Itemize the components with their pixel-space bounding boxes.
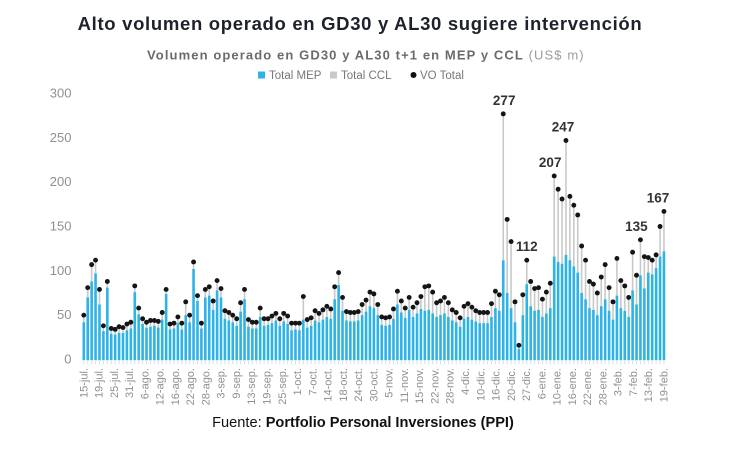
svg-text:135: 135	[625, 219, 648, 234]
svg-text:30-oct.: 30-oct.	[368, 368, 380, 402]
svg-text:Total MEP: Total MEP	[269, 70, 322, 82]
svg-text:25-sep.: 25-sep.	[277, 368, 289, 405]
svg-text:150: 150	[50, 219, 72, 234]
svg-text:250: 250	[50, 130, 72, 145]
svg-text:300: 300	[50, 86, 72, 101]
svg-text:Alto volumen operado en GD30 y: Alto volumen operado en GD30 y AL30 sugi…	[78, 13, 643, 34]
svg-text:28-nov.: 28-nov.	[445, 368, 457, 404]
svg-text:31-jul.: 31-jul.	[124, 368, 136, 398]
svg-text:207: 207	[539, 155, 562, 170]
svg-text:16-ene.: 16-ene.	[567, 368, 579, 405]
svg-text:16-ago.: 16-ago.	[170, 368, 182, 405]
svg-text:1-oct.: 1-oct.	[292, 368, 304, 396]
svg-text:16-dic.: 16-dic.	[491, 368, 503, 401]
svg-text:28-ago.: 28-ago.	[200, 368, 212, 405]
svg-text:10-ene.: 10-ene.	[552, 368, 564, 405]
svg-text:3-feb.: 3-feb.	[613, 368, 625, 396]
svg-text:5-nov.: 5-nov.	[384, 368, 396, 398]
svg-text:24-oct.: 24-oct.	[353, 368, 365, 402]
svg-text:200: 200	[50, 174, 72, 189]
svg-text:50: 50	[57, 307, 71, 322]
svg-text:Fuente: Portfolio Personal Inv: Fuente: Portfolio Personal Inversiones (…	[212, 415, 514, 431]
svg-text:167: 167	[647, 190, 670, 205]
svg-text:19-jul.: 19-jul.	[94, 368, 106, 398]
svg-text:19-feb.: 19-feb.	[659, 368, 671, 402]
svg-text:100: 100	[50, 263, 72, 278]
svg-text:4-dic.: 4-dic.	[460, 368, 472, 395]
svg-text:VO Total: VO Total	[420, 70, 464, 82]
svg-text:22-ene.: 22-ene.	[582, 368, 594, 405]
svg-text:15-nov.: 15-nov.	[414, 368, 426, 404]
svg-text:12-ago.: 12-ago.	[155, 368, 167, 405]
svg-text:13-sep.: 13-sep.	[246, 368, 258, 405]
svg-text:0: 0	[64, 352, 71, 367]
svg-text:25-jul.: 25-jul.	[109, 368, 121, 398]
svg-text:3-sep.: 3-sep.	[216, 368, 228, 399]
svg-text:7-feb.: 7-feb.	[628, 368, 640, 396]
svg-text:22-nov.: 22-nov.	[429, 368, 441, 404]
svg-text:277: 277	[493, 93, 516, 108]
svg-text:20-dic.: 20-dic.	[506, 368, 518, 401]
svg-text:22-ago.: 22-ago.	[185, 368, 197, 405]
svg-text:Total CCL: Total CCL	[341, 70, 392, 82]
svg-text:Volumen operado en GD30 y AL30: Volumen operado en GD30 y AL30 t+1 en ME…	[147, 48, 585, 63]
svg-text:9-sep.: 9-sep.	[231, 368, 243, 399]
svg-text:10-dic.: 10-dic.	[475, 368, 487, 401]
svg-text:247: 247	[552, 120, 575, 135]
svg-text:112: 112	[516, 239, 538, 254]
svg-text:28-ene.: 28-ene.	[597, 368, 609, 405]
svg-text:15-jul.: 15-jul.	[78, 368, 90, 398]
svg-text:6-ago.: 6-ago.	[139, 368, 151, 399]
svg-text:18-oct.: 18-oct.	[338, 368, 350, 402]
svg-text:7-oct.: 7-oct.	[307, 368, 319, 396]
svg-text:14-oct.: 14-oct.	[323, 368, 335, 402]
svg-text:11-nov.: 11-nov.	[399, 368, 411, 403]
svg-text:19-sep.: 19-sep.	[262, 368, 274, 405]
svg-text:6-ene.: 6-ene.	[536, 368, 548, 399]
svg-text:27-dic.: 27-dic.	[521, 368, 533, 401]
svg-text:13-feb.: 13-feb.	[643, 368, 655, 402]
